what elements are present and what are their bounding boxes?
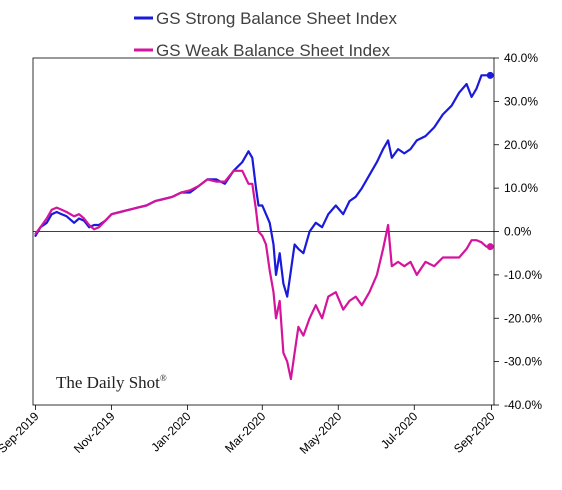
series-line xyxy=(34,74,492,298)
x-tick-label: Sep-2020 xyxy=(451,409,498,456)
y-tick-label: -40.0% xyxy=(504,398,542,412)
y-tick-label: 0.0% xyxy=(504,225,532,239)
series-line xyxy=(34,169,492,381)
y-tick-label: 20.0% xyxy=(504,138,538,152)
y-tick-label: 30.0% xyxy=(504,94,538,108)
x-tick-label: Sep-2019 xyxy=(0,409,42,456)
series-layer xyxy=(34,71,494,381)
x-tick-label: Jul-2020 xyxy=(378,409,421,452)
y-tick-label: -10.0% xyxy=(504,268,542,282)
y-tick-label: -30.0% xyxy=(504,355,542,369)
series-end-marker xyxy=(486,243,494,251)
legend: GS Strong Balance Sheet Index GS Weak Bal… xyxy=(134,9,397,60)
y-tick-label: 40.0% xyxy=(504,51,538,65)
x-tick-label: May-2020 xyxy=(297,409,345,457)
x-tick-label: Mar-2020 xyxy=(222,409,268,455)
legend-label: GS Strong Balance Sheet Index xyxy=(156,9,397,28)
x-tick-label: Jan-2020 xyxy=(148,409,194,455)
x-tick-label: Nov-2019 xyxy=(71,409,118,456)
watermark-text: The Daily Shot® xyxy=(56,373,167,392)
legend-label: GS Weak Balance Sheet Index xyxy=(156,41,391,60)
watermark: The Daily Shot® xyxy=(56,373,167,392)
series-end-marker xyxy=(486,71,494,79)
y-tick-label: -20.0% xyxy=(504,311,542,325)
y-tick-label: 10.0% xyxy=(504,181,538,195)
